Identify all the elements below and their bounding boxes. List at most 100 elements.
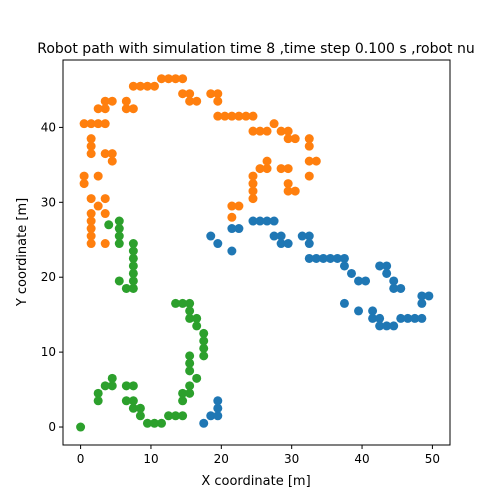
series-3-point	[128, 276, 138, 286]
series-1-point	[417, 298, 427, 308]
series-1-point	[206, 411, 216, 421]
x-axis-label: X coordinate [m]	[201, 474, 310, 489]
series-2-point	[234, 201, 244, 211]
series-3-point	[199, 343, 209, 353]
series-1-point	[213, 403, 223, 413]
y-axis-label: Y coordinate [m]	[15, 198, 30, 307]
series-2-point	[86, 149, 96, 159]
series-2-point	[213, 111, 223, 121]
series-2-point	[262, 164, 272, 174]
series-1-point	[206, 231, 216, 241]
series-3-point	[185, 358, 195, 368]
series-1-point	[332, 253, 342, 263]
series-3-point	[135, 403, 145, 413]
series-2-point	[128, 104, 138, 114]
series-2-point	[213, 96, 223, 106]
series-3-point	[114, 231, 124, 241]
series-2-point	[269, 119, 279, 129]
series-2-point	[185, 89, 195, 99]
series-1-point	[227, 224, 237, 234]
series-2-point	[241, 111, 251, 121]
series-3-point	[128, 403, 138, 413]
series-2-point	[142, 81, 152, 91]
series-2-point	[283, 126, 293, 136]
series-3-point	[185, 298, 195, 308]
series-2-point	[100, 149, 110, 159]
series-1-point	[382, 268, 392, 278]
series-2-point	[290, 134, 300, 144]
series-2-point	[86, 134, 96, 144]
series-1-point	[403, 313, 413, 323]
series-2-point	[93, 171, 103, 181]
series-3-point	[104, 220, 114, 230]
series-3-point	[192, 313, 202, 323]
series-3-point	[192, 321, 202, 331]
series-1-point	[396, 313, 406, 323]
series-2-point	[86, 194, 96, 204]
series-2-point	[255, 126, 265, 136]
series-1-point	[311, 253, 321, 263]
series-3-point	[121, 396, 131, 406]
series-2-point	[304, 171, 314, 181]
series-2-point	[79, 119, 89, 129]
series-2-point	[185, 96, 195, 106]
series-2-point	[86, 141, 96, 151]
series-2-point	[121, 96, 131, 106]
series-1-point	[361, 276, 371, 286]
series-1-point	[213, 239, 223, 249]
series-3-point	[171, 298, 181, 308]
series-2-point	[227, 201, 237, 211]
series-1-point	[375, 321, 385, 331]
series-3-point	[128, 239, 138, 249]
series-2-point	[304, 141, 314, 151]
series-2-point	[255, 164, 265, 174]
series-2-point	[227, 111, 237, 121]
series-2-point	[86, 216, 96, 226]
series-1-point	[248, 216, 258, 226]
series-2-point	[178, 89, 188, 99]
x-tick-label: 10	[143, 452, 158, 466]
series-3-point	[114, 216, 124, 226]
series-2-point	[107, 149, 117, 159]
series-3-point	[178, 411, 188, 421]
series-2-point	[157, 74, 167, 84]
series-2-point	[100, 194, 110, 204]
series-3-point	[107, 381, 117, 391]
series-2-point	[135, 81, 145, 91]
series-1-point	[276, 239, 286, 249]
series-1-point	[269, 231, 279, 241]
series-2-point	[128, 81, 138, 91]
y-tick-label: 20	[41, 270, 56, 284]
series-1-point	[304, 239, 314, 249]
series-1-point	[339, 253, 349, 263]
series-3-point	[185, 306, 195, 316]
series-3-point	[178, 388, 188, 398]
series-2-point	[283, 179, 293, 189]
series-2-point	[234, 111, 244, 121]
series-2-point	[107, 96, 117, 106]
series-2-point	[220, 111, 230, 121]
series-1-point	[276, 231, 286, 241]
series-1-point	[410, 313, 420, 323]
series-2-point	[93, 119, 103, 129]
series-2-point	[100, 96, 110, 106]
series-1-point	[382, 321, 392, 331]
series-1-point	[368, 306, 378, 316]
series-1-point	[199, 418, 209, 428]
series-1-point	[354, 276, 364, 286]
series-3-point	[128, 381, 138, 391]
series-1-point	[283, 239, 293, 249]
series-2-point	[100, 104, 110, 114]
series-2-point	[100, 209, 110, 219]
axis-ticks: 0 10 20 30 40 50 0 10 20 30 40	[41, 120, 440, 466]
series-3-point	[178, 298, 188, 308]
x-tick-label: 0	[77, 452, 85, 466]
series-3-point	[128, 261, 138, 271]
series-2-point	[206, 89, 216, 99]
series-3-point	[149, 418, 159, 428]
series-2-point	[86, 119, 96, 129]
series-3-point	[114, 239, 124, 249]
series-1-point	[346, 268, 356, 278]
series-3-point	[199, 328, 209, 338]
